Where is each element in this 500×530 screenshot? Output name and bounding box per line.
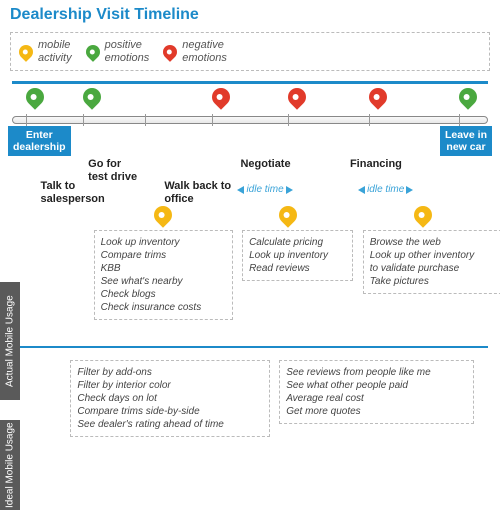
step-label: Talk tosalesperson xyxy=(41,180,105,205)
side-actual: Actual Mobile Usage xyxy=(0,282,20,400)
step-label: Negotiate xyxy=(240,158,290,171)
idle-time: idle time xyxy=(358,184,413,195)
pin-icon xyxy=(80,85,105,110)
legend-negative: negativeemotions xyxy=(163,39,227,64)
step-labels: Go fortest driveNegotiateFinancingTalk t… xyxy=(12,158,488,208)
tick xyxy=(369,114,370,126)
drop-icon xyxy=(16,42,36,62)
tick xyxy=(288,114,289,126)
legend-label: positiveemotions xyxy=(105,39,150,64)
legend-label: mobileactivity xyxy=(38,39,72,64)
legend: mobileactivity positiveemotions negative… xyxy=(10,32,490,71)
info-box: Calculate pricingLook up inventoryRead r… xyxy=(242,230,353,281)
separator xyxy=(12,346,488,348)
cap-enter: Enterdealership xyxy=(8,126,71,156)
pin-icon xyxy=(23,85,48,110)
pin-icon xyxy=(365,85,390,110)
idle-time: idle time xyxy=(237,184,292,195)
drop-icon xyxy=(160,42,180,62)
tick xyxy=(83,114,84,126)
cap-leave: Leave innew car xyxy=(440,126,492,156)
side-ideal: Ideal Mobile Usage xyxy=(0,420,20,510)
pin-icon xyxy=(456,85,481,110)
info-box: Look up inventoryCompare trimsKBBSee wha… xyxy=(94,230,233,320)
legend-positive: positiveemotions xyxy=(86,39,150,64)
info-box: Browse the webLook up other inventoryto … xyxy=(363,230,500,294)
drop-icon xyxy=(83,42,103,62)
page-title: Dealership Visit Timeline xyxy=(0,0,500,28)
separator xyxy=(12,81,488,84)
step-label: Walk back tooffice xyxy=(164,180,231,205)
legend-label: negativeemotions xyxy=(182,39,227,64)
pin-icon xyxy=(208,85,233,110)
legend-mobile: mobileactivity xyxy=(19,39,72,64)
info-box: See reviews from people like meSee what … xyxy=(279,360,474,424)
timeline: Enterdealership Leave innew car xyxy=(12,88,488,138)
tick xyxy=(145,114,146,126)
pin-icon xyxy=(284,85,309,110)
step-label: Financing xyxy=(350,158,402,171)
tick xyxy=(26,114,27,126)
info-box: Filter by add-onsFilter by interior colo… xyxy=(70,360,270,437)
tick xyxy=(212,114,213,126)
tick xyxy=(459,114,460,126)
